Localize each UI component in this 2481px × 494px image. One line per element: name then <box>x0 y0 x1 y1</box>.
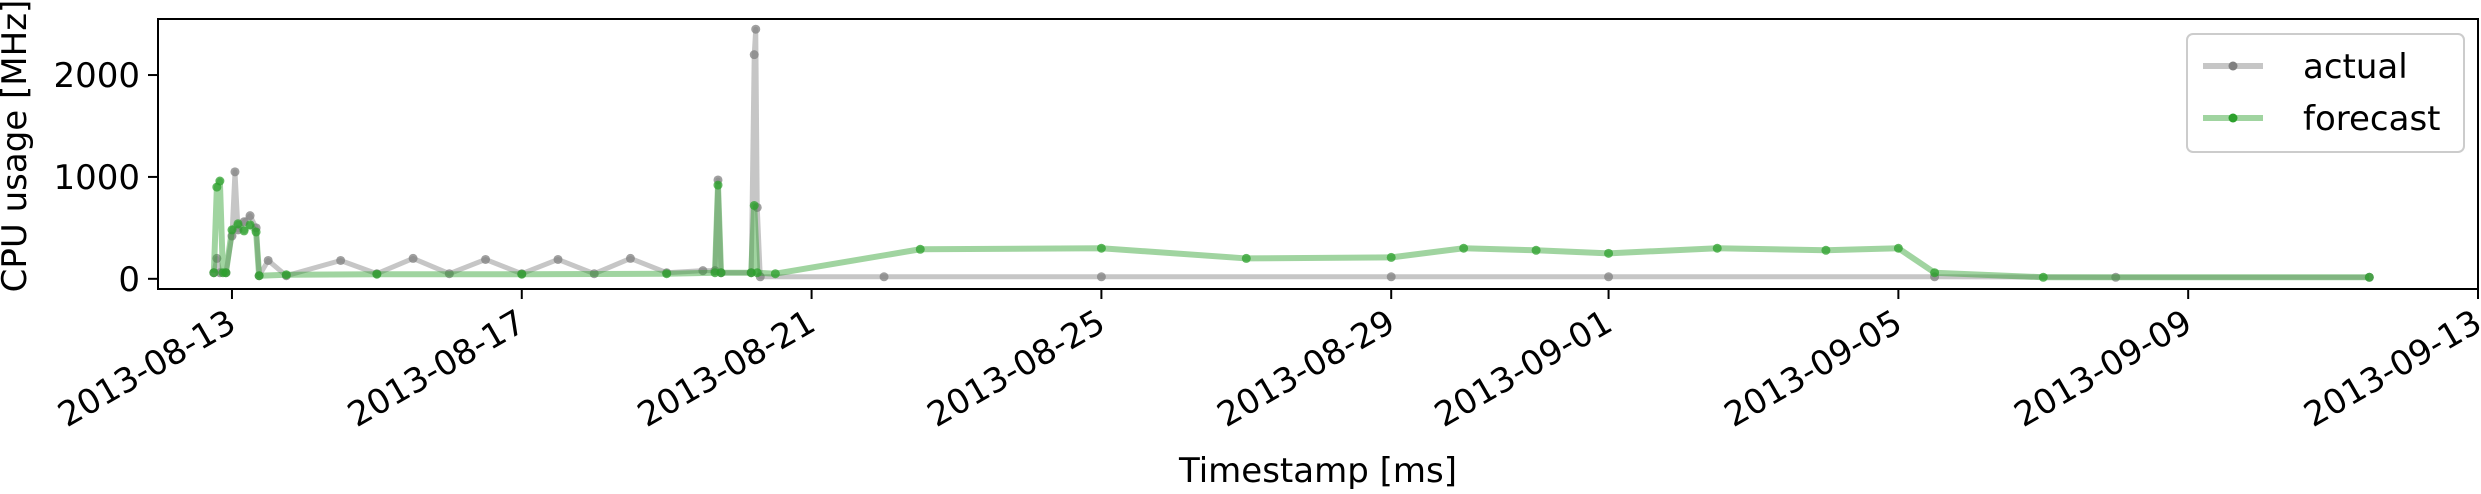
y-tick-label: 1000 <box>53 158 140 198</box>
data-point-actual <box>625 253 635 263</box>
data-point-forecast <box>254 271 264 281</box>
data-point-actual <box>263 255 273 265</box>
series-layer <box>209 24 2374 282</box>
data-point-actual <box>879 272 889 282</box>
data-point-actual <box>749 50 759 60</box>
data-point-forecast <box>2364 272 2374 282</box>
series-line-actual <box>211 26 2370 280</box>
data-point-forecast <box>1604 248 1614 258</box>
data-point-forecast <box>915 244 925 254</box>
y-tick-label: 2000 <box>53 56 140 96</box>
data-point-forecast <box>1531 245 1541 255</box>
data-point-actual <box>751 24 761 34</box>
data-point-forecast <box>517 269 527 279</box>
x-axis-label: Timestamp [ms] <box>1178 451 1457 490</box>
y-tick-label: 0 <box>118 260 140 300</box>
data-point-actual <box>1604 272 1614 282</box>
data-point-forecast <box>749 200 759 210</box>
legend: actual forecast <box>2186 33 2465 153</box>
legend-label-actual: actual <box>2303 47 2408 87</box>
x-tick-label: 2013-09-01 <box>1428 302 1619 435</box>
data-point-forecast <box>752 268 762 278</box>
data-point-forecast <box>251 227 261 237</box>
data-point-actual <box>553 254 563 264</box>
series-forecast <box>209 176 2374 282</box>
x-tick-label: 2013-08-29 <box>1211 302 1402 435</box>
data-point-forecast <box>716 268 726 278</box>
data-point-actual <box>1386 272 1396 282</box>
data-point-actual <box>1096 272 1106 282</box>
legend-label-forecast: forecast <box>2303 99 2441 139</box>
data-point-forecast <box>281 270 291 280</box>
x-tick-label: 2013-09-05 <box>1718 302 1909 435</box>
data-point-forecast <box>1386 252 1396 262</box>
data-point-forecast <box>239 226 249 236</box>
data-point-forecast <box>233 219 243 229</box>
data-point-actual <box>698 266 708 276</box>
data-point-actual <box>212 253 222 263</box>
x-tick-label: 2013-08-17 <box>341 302 532 435</box>
x-tick-label: 2013-09-13 <box>2297 302 2481 435</box>
legend-box <box>2186 33 2465 153</box>
data-point-forecast <box>245 220 255 230</box>
legend-marker-forecast <box>2228 113 2238 123</box>
y-axis: 0 1000 2000 <box>53 56 158 300</box>
series-actual <box>209 24 2374 282</box>
data-point-forecast <box>227 225 237 235</box>
data-point-forecast <box>662 269 672 279</box>
x-tick-label: 2013-09-09 <box>2008 302 2199 435</box>
data-point-forecast <box>1241 253 1251 263</box>
data-point-forecast <box>1821 245 1831 255</box>
data-point-actual <box>408 253 418 263</box>
data-point-actual <box>230 167 240 177</box>
data-point-actual <box>481 254 491 264</box>
data-point-actual <box>245 211 255 221</box>
data-point-forecast <box>770 269 780 279</box>
data-point-actual <box>444 269 454 279</box>
x-tick-label: 2013-08-13 <box>51 302 242 435</box>
data-point-forecast <box>713 180 723 190</box>
data-point-forecast <box>215 176 225 186</box>
data-point-forecast <box>209 268 219 278</box>
data-point-forecast <box>1930 268 1940 278</box>
y-axis-label: CPU usage [MHz] <box>0 0 35 292</box>
axes-frame <box>157 18 2479 290</box>
data-point-actual <box>2111 272 2121 282</box>
data-point-forecast <box>221 268 231 278</box>
x-tick-label: 2013-08-25 <box>921 302 1112 435</box>
data-point-forecast <box>1712 243 1722 253</box>
data-point-forecast <box>1893 243 1903 253</box>
legend-marker-actual <box>2228 61 2238 71</box>
x-tick-label: 2013-08-21 <box>631 302 822 435</box>
series-line-forecast <box>210 178 2370 281</box>
x-axis: 2013-08-13 2013-08-17 2013-08-21 2013-08-25… <box>51 289 2481 436</box>
data-point-forecast <box>2038 272 2048 282</box>
data-point-forecast <box>1096 243 1106 253</box>
data-point-forecast <box>372 269 382 279</box>
data-point-forecast <box>1459 243 1469 253</box>
data-point-actual <box>336 255 346 265</box>
data-point-actual <box>589 269 599 279</box>
